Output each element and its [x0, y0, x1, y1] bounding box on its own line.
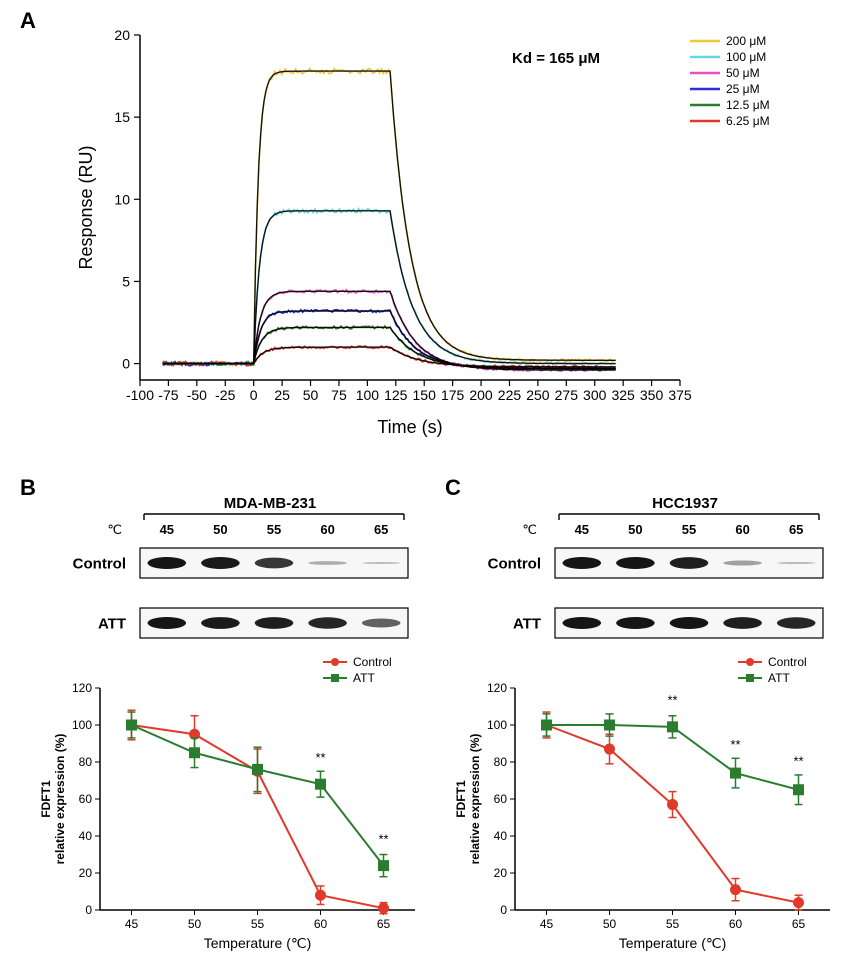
- svg-text:175: 175: [441, 387, 465, 403]
- svg-text:45: 45: [160, 522, 174, 537]
- svg-text:-75: -75: [158, 387, 178, 403]
- svg-text:ATT: ATT: [768, 671, 790, 685]
- svg-text:Time (s): Time (s): [377, 417, 442, 437]
- svg-text:Control: Control: [353, 655, 392, 669]
- svg-text:300: 300: [583, 387, 607, 403]
- svg-text:12.5 μM: 12.5 μM: [726, 98, 770, 112]
- svg-text:65: 65: [792, 917, 806, 931]
- svg-text:80: 80: [79, 755, 93, 769]
- svg-text:50: 50: [188, 917, 202, 931]
- panel-label-a: A: [20, 8, 36, 34]
- svg-text:20: 20: [114, 27, 130, 43]
- svg-text:325: 325: [611, 387, 635, 403]
- svg-text:125: 125: [384, 387, 408, 403]
- svg-text:Temperature (℃): Temperature (℃): [204, 935, 312, 951]
- svg-text:100: 100: [356, 387, 380, 403]
- svg-text:Response (RU): Response (RU): [76, 145, 96, 269]
- svg-text:℃: ℃: [522, 522, 537, 537]
- svg-text:50: 50: [628, 522, 642, 537]
- svg-text:0: 0: [85, 903, 92, 917]
- svg-text:15: 15: [114, 109, 130, 125]
- svg-text:120: 120: [487, 681, 507, 695]
- svg-text:45: 45: [575, 522, 589, 537]
- svg-text:ATT: ATT: [98, 615, 126, 632]
- svg-text:**: **: [378, 831, 388, 846]
- svg-text:**: **: [793, 754, 803, 769]
- svg-text:50: 50: [303, 387, 319, 403]
- svg-text:-50: -50: [187, 387, 207, 403]
- svg-text:ATT: ATT: [513, 615, 541, 632]
- svg-text:375: 375: [668, 387, 692, 403]
- svg-text:60: 60: [735, 522, 749, 537]
- svg-text:Control: Control: [73, 555, 126, 572]
- svg-text:Control: Control: [488, 555, 541, 572]
- svg-text:ATT: ATT: [353, 671, 375, 685]
- svg-text:25 μM: 25 μM: [726, 82, 760, 96]
- svg-text:relative expression (%): relative expression (%): [53, 734, 67, 865]
- svg-text:350: 350: [640, 387, 664, 403]
- svg-text:HCC1937: HCC1937: [652, 495, 718, 512]
- svg-text:65: 65: [374, 522, 388, 537]
- svg-text:250: 250: [526, 387, 550, 403]
- svg-text:-25: -25: [215, 387, 235, 403]
- svg-text:0: 0: [122, 356, 130, 372]
- svg-text:25: 25: [274, 387, 290, 403]
- svg-text:FDFT1: FDFT1: [39, 780, 53, 818]
- svg-text:55: 55: [267, 522, 281, 537]
- svg-text:100: 100: [487, 718, 507, 732]
- svg-text:275: 275: [555, 387, 579, 403]
- svg-text:200 μM: 200 μM: [726, 34, 766, 48]
- svg-text:Temperature (℃): Temperature (℃): [619, 935, 727, 951]
- svg-text:60: 60: [320, 522, 334, 537]
- svg-text:200: 200: [469, 387, 493, 403]
- panel-b: MDA-MB-231 ℃ 45 50 55 60 65 Control ATT 0 20 40 60 80…: [30, 490, 430, 960]
- figure-root: A B C 05101520-100-75-50-250255075100125…: [0, 0, 865, 972]
- svg-text:**: **: [315, 750, 325, 765]
- svg-text:**: **: [730, 737, 740, 752]
- svg-text:50 μM: 50 μM: [726, 66, 760, 80]
- svg-text:Control: Control: [768, 655, 807, 669]
- svg-text:MDA-MB-231: MDA-MB-231: [224, 495, 317, 512]
- svg-text:60: 60: [729, 917, 743, 931]
- svg-text:℃: ℃: [107, 522, 122, 537]
- svg-text:55: 55: [666, 917, 680, 931]
- svg-text:5: 5: [122, 273, 130, 289]
- svg-text:55: 55: [682, 522, 696, 537]
- svg-text:Kd = 165 μM: Kd = 165 μM: [512, 50, 600, 67]
- svg-text:relative expression (%): relative expression (%): [468, 734, 482, 865]
- svg-text:60: 60: [79, 792, 93, 806]
- svg-text:120: 120: [72, 681, 92, 695]
- svg-text:65: 65: [789, 522, 803, 537]
- svg-text:80: 80: [494, 755, 508, 769]
- svg-text:0: 0: [250, 387, 258, 403]
- svg-text:20: 20: [494, 866, 508, 880]
- svg-text:6.25 μM: 6.25 μM: [726, 114, 770, 128]
- svg-text:10: 10: [114, 191, 130, 207]
- svg-text:100: 100: [72, 718, 92, 732]
- svg-text:45: 45: [540, 917, 554, 931]
- panel-a-chart: 0 5 10 15 20 -100-75 -50 -25 0 25 50 75 100125 150175…: [70, 15, 810, 455]
- svg-text:60: 60: [314, 917, 328, 931]
- svg-text:40: 40: [494, 829, 508, 843]
- svg-text:60: 60: [494, 792, 508, 806]
- svg-text:50: 50: [603, 917, 617, 931]
- svg-text:40: 40: [79, 829, 93, 843]
- svg-text:-100: -100: [126, 387, 154, 403]
- svg-text:75: 75: [331, 387, 347, 403]
- svg-text:100 μM: 100 μM: [726, 50, 766, 64]
- svg-text:FDFT1: FDFT1: [454, 780, 468, 818]
- svg-text:0: 0: [500, 903, 507, 917]
- svg-text:20: 20: [79, 866, 93, 880]
- panel-c: HCC1937 ℃ 45 50 55 60 65 Control ATT 0 20 40 60 80 100…: [445, 490, 845, 960]
- svg-text:65: 65: [377, 917, 391, 931]
- svg-text:50: 50: [213, 522, 227, 537]
- svg-text:55: 55: [251, 917, 265, 931]
- svg-text:225: 225: [498, 387, 522, 403]
- svg-text:150: 150: [413, 387, 437, 403]
- svg-text:45: 45: [125, 917, 139, 931]
- svg-text:**: **: [667, 693, 677, 708]
